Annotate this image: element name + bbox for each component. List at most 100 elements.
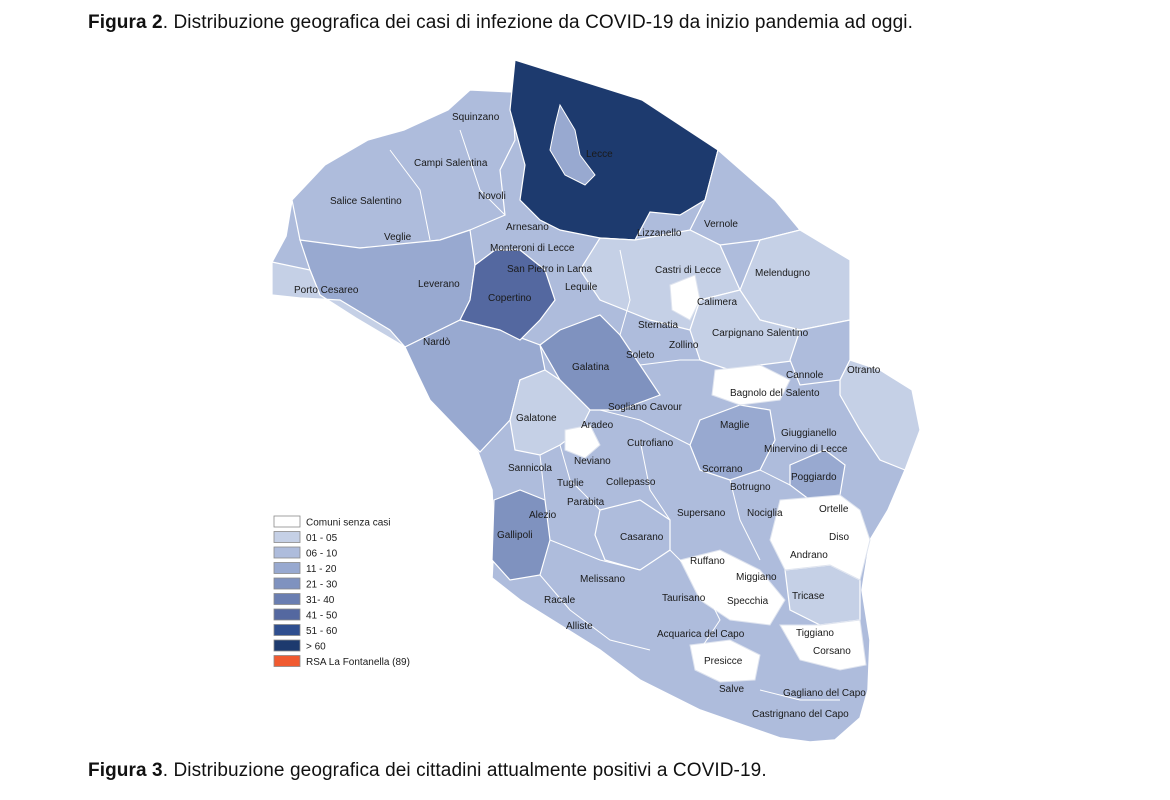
town-label: Salve xyxy=(719,684,744,695)
town-label: Maglie xyxy=(720,420,750,431)
region-copertino xyxy=(459,249,556,341)
town-label: Botrugno xyxy=(730,482,771,493)
town-label: Sannicola xyxy=(508,463,552,474)
town-label: Presicce xyxy=(704,656,743,667)
town-label: Monteroni di Lecce xyxy=(490,243,575,254)
town-label: Miggiano xyxy=(736,572,777,583)
town-label: Melissano xyxy=(580,574,625,585)
region-carpignano xyxy=(689,289,801,371)
figure-3-text: . Distribuzione geografica dei cittadini… xyxy=(162,760,767,781)
region-no-cases-aradeo xyxy=(564,424,601,459)
town-label: Otranto xyxy=(847,365,881,376)
town-label: Leverano xyxy=(418,279,460,290)
legend-label: 01 - 05 xyxy=(306,533,338,544)
town-label: Poggiardo xyxy=(791,472,837,483)
town-label: Novoli xyxy=(478,191,506,202)
figure-3-caption: Figura 3. Distribuzione geografica dei c… xyxy=(88,760,767,782)
town-label: Aradeo xyxy=(581,420,614,431)
town-label: Lecce xyxy=(586,149,613,160)
region-lecce-inner xyxy=(549,103,596,186)
town-label: Salice Salentino xyxy=(330,196,402,207)
region-east-coast xyxy=(689,148,802,246)
town-labels: Squinzano Campi Salentina Lecce Novoli Salic… xyxy=(294,112,881,720)
town-label: Collepasso xyxy=(606,477,656,488)
town-label: Castrignano del Capo xyxy=(752,709,849,720)
town-label: Porto Cesareo xyxy=(294,285,359,296)
town-label: Racale xyxy=(544,595,576,606)
town-label: Vernole xyxy=(704,219,738,230)
town-label: Galatone xyxy=(516,413,557,424)
town-label: Gagliano del Capo xyxy=(783,688,866,699)
town-label: Nardò xyxy=(423,337,451,348)
region-no-cases-presicce xyxy=(689,639,761,683)
town-label: Minervino di Lecce xyxy=(764,444,848,455)
town-label: Castri di Lecce xyxy=(655,265,722,276)
town-label: Veglie xyxy=(384,232,412,243)
legend-swatch xyxy=(273,655,301,667)
town-label: Supersano xyxy=(677,508,726,519)
town-label: Diso xyxy=(829,532,849,543)
legend-label: 21 - 30 xyxy=(306,580,338,591)
town-label: Arnesano xyxy=(506,222,549,233)
town-label: Soleto xyxy=(626,350,655,361)
legend-swatch xyxy=(273,608,301,621)
town-label: Alliste xyxy=(566,621,593,632)
town-label: Lequile xyxy=(565,282,598,293)
region-porto-cesareo xyxy=(271,261,406,348)
town-label: Giuggianello xyxy=(781,428,837,439)
region-no-cases-bagnolo xyxy=(711,364,791,406)
legend-swatch xyxy=(273,577,301,590)
town-label: Tricase xyxy=(792,591,825,602)
town-label: Scorrano xyxy=(702,464,743,475)
legend-swatch xyxy=(273,515,301,528)
legend-swatch xyxy=(273,593,301,605)
town-label: Bagnolo del Salento xyxy=(730,388,820,399)
town-label: Specchia xyxy=(727,596,769,607)
town-label: Galatina xyxy=(572,362,610,373)
map-legend: Comuni senza casi 01 - 05 06 - 10 11 - 20 21… xyxy=(273,515,410,668)
region-gallipoli xyxy=(491,489,551,581)
town-label: Acquarica del Capo xyxy=(657,629,745,640)
town-label: Ortelle xyxy=(819,504,849,515)
municipal-borders xyxy=(389,129,840,701)
figure-2-label: Figura 2 xyxy=(88,12,163,33)
legend-swatch xyxy=(273,546,301,559)
legend-label: 11 - 20 xyxy=(306,564,337,575)
town-label: Taurisano xyxy=(662,593,706,604)
legend-swatch xyxy=(273,639,301,652)
town-label: Melendugno xyxy=(755,268,810,279)
town-label: Corsano xyxy=(813,646,851,657)
region-casarano xyxy=(594,499,671,571)
town-label: Parabita xyxy=(567,497,605,508)
region-otranto xyxy=(839,359,921,471)
region-no-cases-south-east xyxy=(769,494,871,581)
region-no-cases-corsano xyxy=(779,619,867,671)
figure-2-caption: Figura 2. Distribuzione geografica dei c… xyxy=(88,12,913,34)
town-label: Carpignano Salentino xyxy=(712,328,809,339)
legend-swatch xyxy=(273,562,301,574)
legend-label: Comuni senza casi xyxy=(306,518,390,529)
legend-label: 41 - 50 xyxy=(306,611,338,622)
town-label: Copertino xyxy=(488,293,532,304)
town-label: Gallipoli xyxy=(497,530,533,541)
figure-3-label: Figura 3 xyxy=(88,760,163,781)
town-label: Sogliano Cavour xyxy=(608,402,683,413)
town-label: Tiggiano xyxy=(796,628,834,639)
town-label: Calimera xyxy=(697,297,737,308)
town-label: Nociglia xyxy=(747,508,783,519)
town-label: Neviano xyxy=(574,456,611,467)
town-label: Casarano xyxy=(620,532,664,543)
town-label: Sternatia xyxy=(638,320,678,331)
town-label: Andrano xyxy=(790,550,828,561)
town-label: Campi Salentina xyxy=(414,158,488,169)
figure-2-text: . Distribuzione geografica dei casi di i… xyxy=(162,12,913,33)
legend-label: 51 - 60 xyxy=(306,626,338,637)
town-label: Tuglie xyxy=(557,478,584,489)
legend-label: 31- 40 xyxy=(306,595,335,606)
legend-label: > 60 xyxy=(306,642,326,653)
legend-swatch xyxy=(273,531,301,543)
town-label: Alezio xyxy=(529,510,557,521)
town-label: San Pietro in Lama xyxy=(507,264,592,275)
legend-label: 06 - 10 xyxy=(306,549,338,560)
